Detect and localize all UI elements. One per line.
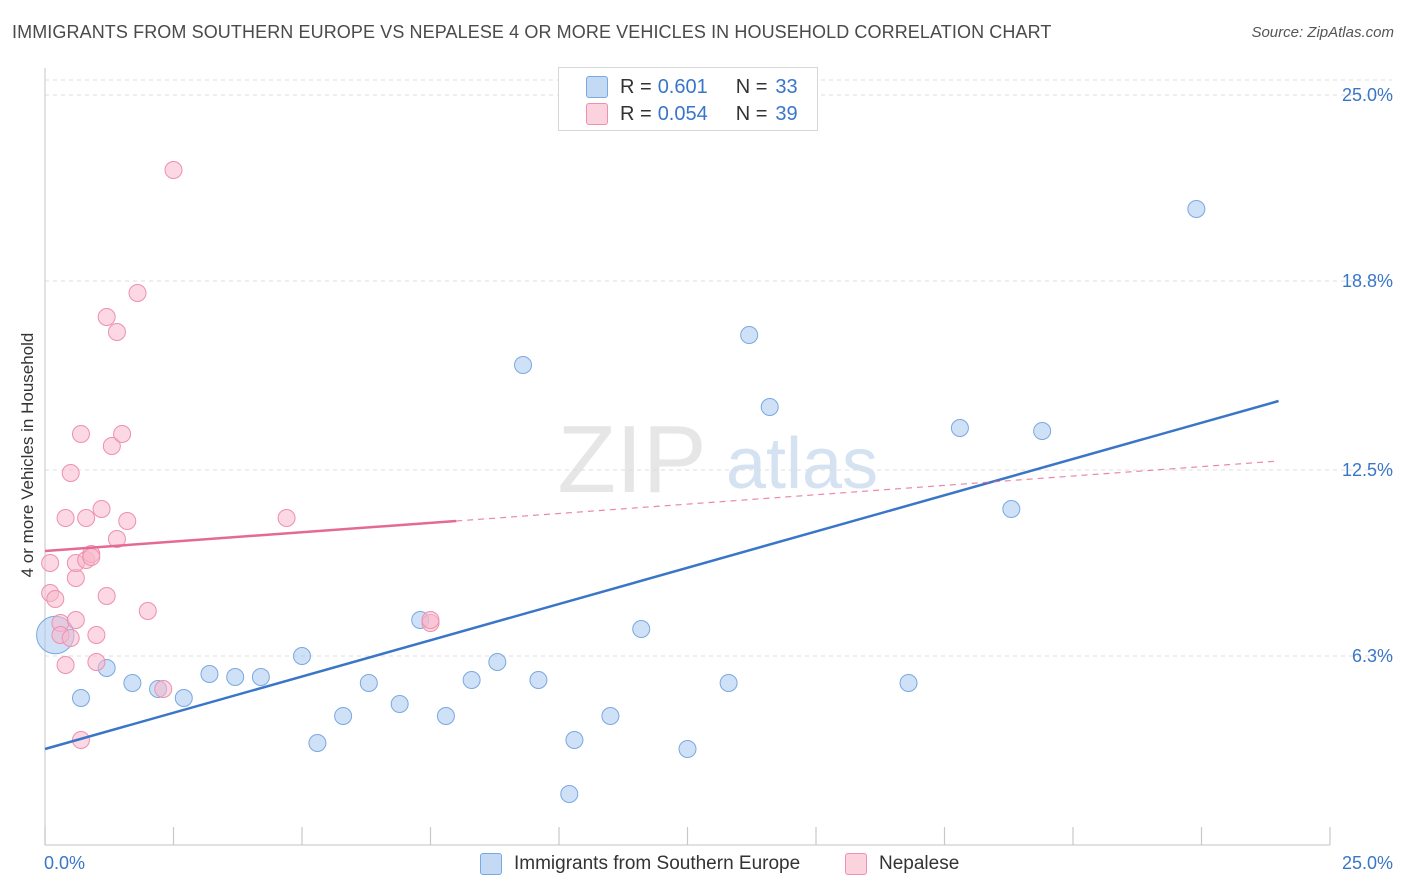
data-point-southern-europe	[678, 740, 697, 758]
trend-line-nepalese	[44, 519, 457, 553]
data-point-nepalese	[118, 512, 137, 530]
stats-legend: R = 0.601 N = 33 R = 0.054 N = 39	[558, 67, 818, 131]
r-value: 0.054	[657, 102, 708, 125]
data-point-nepalese	[421, 611, 440, 629]
data-point-nepalese	[87, 626, 106, 644]
trend-line-southern-europe	[44, 399, 1279, 751]
data-point-southern-europe	[601, 707, 620, 725]
data-point-southern-europe	[740, 326, 759, 344]
n-label: N =	[735, 102, 768, 125]
data-point-southern-europe	[200, 665, 219, 683]
data-point-southern-europe	[226, 668, 245, 686]
trend-lines	[44, 399, 1279, 751]
data-point-southern-europe	[760, 398, 779, 416]
data-point-southern-europe	[529, 671, 548, 689]
data-point-nepalese	[97, 587, 116, 605]
data-point-southern-europe	[1002, 500, 1021, 518]
data-point-nepalese	[102, 437, 121, 455]
data-point-southern-europe	[719, 674, 738, 692]
data-point-nepalese	[61, 464, 80, 482]
data-point-nepalese	[154, 680, 173, 698]
data-point-southern-europe	[950, 419, 969, 437]
data-point-nepalese	[71, 425, 90, 443]
legend-label: Immigrants from Southern Europe	[514, 853, 801, 874]
y-axis-label: 4 or more Vehicles in Household	[18, 332, 37, 578]
x-tick-label: 25.0%	[1342, 853, 1393, 873]
axes	[44, 68, 1331, 846]
r-label: R =	[620, 75, 652, 98]
data-point-nepalese	[66, 569, 85, 587]
y-tick-label: 25.0%	[1342, 85, 1393, 105]
data-point-southern-europe	[514, 356, 533, 374]
n-value: 33	[775, 75, 798, 98]
r-label: R =	[620, 102, 652, 125]
data-point-nepalese	[128, 284, 147, 302]
legend-swatch-pink	[845, 853, 867, 875]
stats-legend-row-1: R = 0.601 N = 33	[559, 74, 798, 100]
legend-item-nepalese: Nepalese	[845, 850, 959, 878]
data-point-southern-europe	[71, 689, 90, 707]
data-point-southern-europe	[359, 674, 378, 692]
legend-label: Nepalese	[879, 853, 960, 874]
tick-labels: 25.0% 18.8% 12.5% 6.3% 0.0% 25.0%	[44, 85, 1393, 873]
data-point-nepalese	[41, 554, 60, 572]
data-point-nepalese	[107, 323, 126, 341]
data-point-southern-europe	[488, 653, 507, 671]
watermark-atlas: atlas	[726, 424, 878, 504]
data-point-nepalese	[87, 653, 106, 671]
data-point-southern-europe	[390, 695, 409, 713]
data-point-nepalese	[82, 548, 101, 566]
watermark-zip: ZIP	[557, 406, 706, 513]
data-point-nepalese	[97, 308, 116, 326]
legend-item-southern-europe: Immigrants from Southern Europe	[480, 850, 800, 878]
data-point-southern-europe	[1187, 200, 1206, 218]
data-point-southern-europe	[293, 647, 311, 665]
legend-swatch-pink	[586, 103, 608, 125]
data-point-southern-europe	[560, 785, 579, 803]
data-point-southern-europe	[123, 674, 142, 692]
data-point-southern-europe	[632, 620, 651, 638]
legend-swatch-blue	[480, 853, 502, 875]
y-tick-label: 12.5%	[1342, 460, 1393, 480]
data-point-nepalese	[66, 611, 85, 629]
source-label: Source: ZipAtlas.com	[1251, 24, 1394, 41]
data-point-nepalese	[107, 530, 126, 548]
data-point-nepalese	[138, 602, 157, 620]
data-point-southern-europe	[251, 668, 270, 686]
data-point-nepalese	[277, 509, 296, 527]
r-value: 0.601	[657, 75, 708, 98]
data-point-nepalese	[61, 629, 80, 647]
data-point-southern-europe	[174, 689, 193, 707]
data-point-southern-europe	[899, 674, 918, 692]
trend-line-nepalese-dashed	[456, 460, 1279, 522]
data-point-nepalese	[113, 425, 132, 443]
data-point-southern-europe	[334, 707, 353, 725]
data-point-nepalese	[92, 500, 111, 518]
x-tick-label: 0.0%	[44, 853, 85, 873]
data-point-nepalese	[164, 161, 183, 179]
data-point-southern-europe	[462, 671, 481, 689]
data-point-southern-europe	[1033, 422, 1052, 440]
stats-legend-row-2: R = 0.054 N = 39	[559, 101, 798, 127]
data-point-southern-europe	[308, 734, 327, 752]
data-point-nepalese	[56, 656, 75, 674]
watermark: ZIP atlas	[557, 406, 878, 513]
n-value: 39	[775, 102, 798, 125]
y-tick-label: 6.3%	[1352, 646, 1393, 666]
series-nepalese	[41, 161, 440, 749]
data-point-nepalese	[56, 509, 75, 527]
data-point-southern-europe	[565, 731, 584, 749]
legend-swatch-blue	[586, 76, 608, 98]
data-point-southern-europe	[436, 707, 455, 725]
data-point-nepalese	[77, 509, 96, 527]
y-tick-label: 18.8%	[1342, 271, 1393, 291]
data-point-nepalese	[46, 590, 65, 608]
n-label: N =	[735, 75, 768, 98]
chart-title: IMMIGRANTS FROM SOUTHERN EUROPE VS NEPAL…	[12, 22, 1052, 42]
gridlines	[45, 79, 1392, 657]
